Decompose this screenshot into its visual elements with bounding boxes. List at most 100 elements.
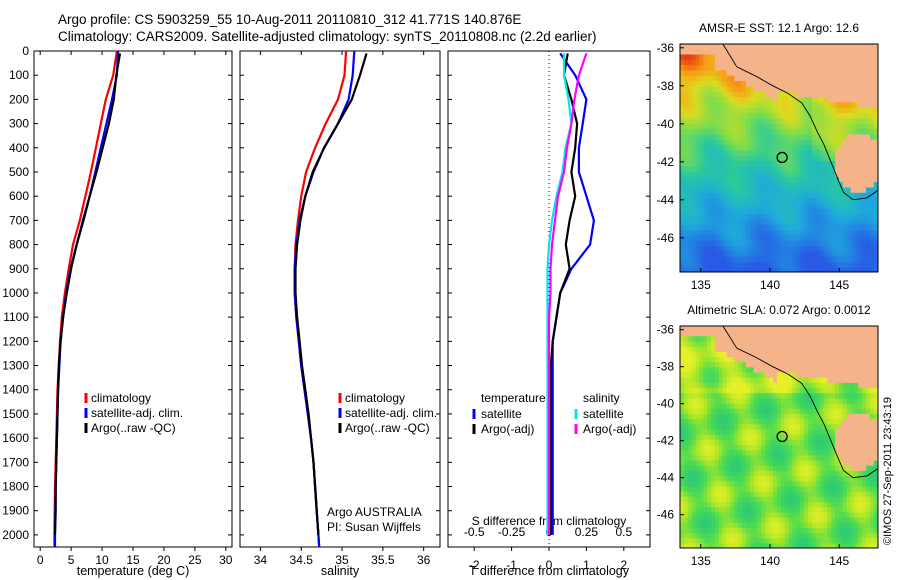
map-cell (776, 256, 782, 262)
map-cell (730, 170, 735, 177)
map-cell (730, 397, 735, 404)
map-cell (695, 434, 700, 440)
map-cell (745, 392, 751, 399)
map-cell (854, 408, 859, 414)
map-cell (804, 475, 809, 482)
map-cell (711, 434, 716, 440)
map-cell (711, 532, 716, 539)
map-cell (714, 133, 720, 140)
map-cell (823, 491, 828, 497)
map-cell (722, 527, 728, 534)
map-cell (738, 408, 743, 414)
map-cell (757, 107, 762, 113)
map-cell (827, 522, 832, 528)
map-cell (726, 542, 731, 548)
map-cell (699, 186, 704, 193)
map-cell (691, 91, 697, 97)
map-cell (827, 202, 832, 209)
map-cell (873, 197, 878, 204)
map-cell (866, 245, 871, 252)
map-cell (722, 144, 728, 151)
map-cell (703, 516, 708, 523)
map-cell (753, 133, 759, 140)
map-cell (839, 165, 844, 172)
map-cell (792, 69, 797, 76)
map-cell (807, 53, 813, 60)
map-cell (699, 397, 704, 404)
map-cell (807, 192, 813, 199)
map-cell (870, 444, 875, 451)
map-cell (823, 408, 828, 414)
map-cell (784, 266, 790, 272)
map-cell (788, 59, 794, 66)
map-cell (773, 382, 778, 388)
map-cell (722, 112, 728, 119)
map-cell (850, 480, 856, 487)
map-cell (765, 112, 770, 119)
map-cell (714, 413, 720, 420)
map-cell (687, 240, 693, 246)
map-cell (753, 371, 759, 378)
map-cell (699, 101, 704, 108)
map-cell (804, 144, 809, 151)
map-cell (765, 408, 770, 414)
y-tick-label: -36 (657, 41, 675, 55)
map-cell (854, 44, 859, 50)
map-cell (734, 208, 739, 215)
map-cell (738, 202, 743, 209)
map-cell (680, 186, 685, 193)
map-cell (846, 80, 852, 87)
map-cell (695, 107, 700, 113)
map-cell (734, 475, 739, 482)
map-cell (769, 91, 774, 97)
map-cell (780, 101, 786, 108)
map-cell (807, 527, 813, 534)
map-cell (858, 117, 863, 124)
map-cell (811, 326, 817, 332)
map-cell (815, 208, 821, 215)
map-cell (711, 96, 716, 103)
map-cell (866, 326, 871, 332)
map-cell (680, 397, 685, 404)
map-cell (680, 261, 685, 268)
map-cell (734, 192, 739, 199)
map-cell (819, 444, 825, 451)
map-cell (792, 128, 797, 135)
map-cell (769, 377, 774, 383)
map-cell (815, 213, 821, 220)
map-cell (722, 170, 728, 177)
map-cell (776, 361, 782, 368)
map-cell (691, 240, 697, 246)
map-cell (850, 340, 856, 347)
map-cell (858, 101, 863, 108)
map-cell (691, 107, 697, 113)
map-cell (687, 428, 693, 435)
map-cell (745, 475, 751, 482)
map-cell (858, 85, 863, 92)
map-cell (761, 224, 766, 230)
map-cell (718, 234, 724, 241)
map-cell (792, 382, 797, 388)
map-cell (714, 434, 720, 440)
map-cell (846, 403, 852, 409)
map-cell (734, 377, 739, 383)
map-cell (742, 139, 747, 145)
map-cell (831, 176, 836, 183)
map-cell (815, 96, 821, 103)
map-cell (680, 491, 685, 497)
map-cell (699, 128, 704, 135)
map-cell (776, 408, 782, 414)
map-cell (804, 449, 809, 456)
map-cell (835, 444, 840, 451)
map-cell (769, 371, 774, 378)
map-cell (835, 428, 840, 435)
map-cell (773, 444, 778, 451)
map-cell (695, 170, 700, 177)
map-cell (773, 213, 778, 220)
map-cell (831, 69, 836, 76)
map-cell (862, 202, 867, 209)
map-cell (711, 330, 716, 337)
map-cell (749, 480, 755, 487)
map-cell (691, 80, 697, 87)
